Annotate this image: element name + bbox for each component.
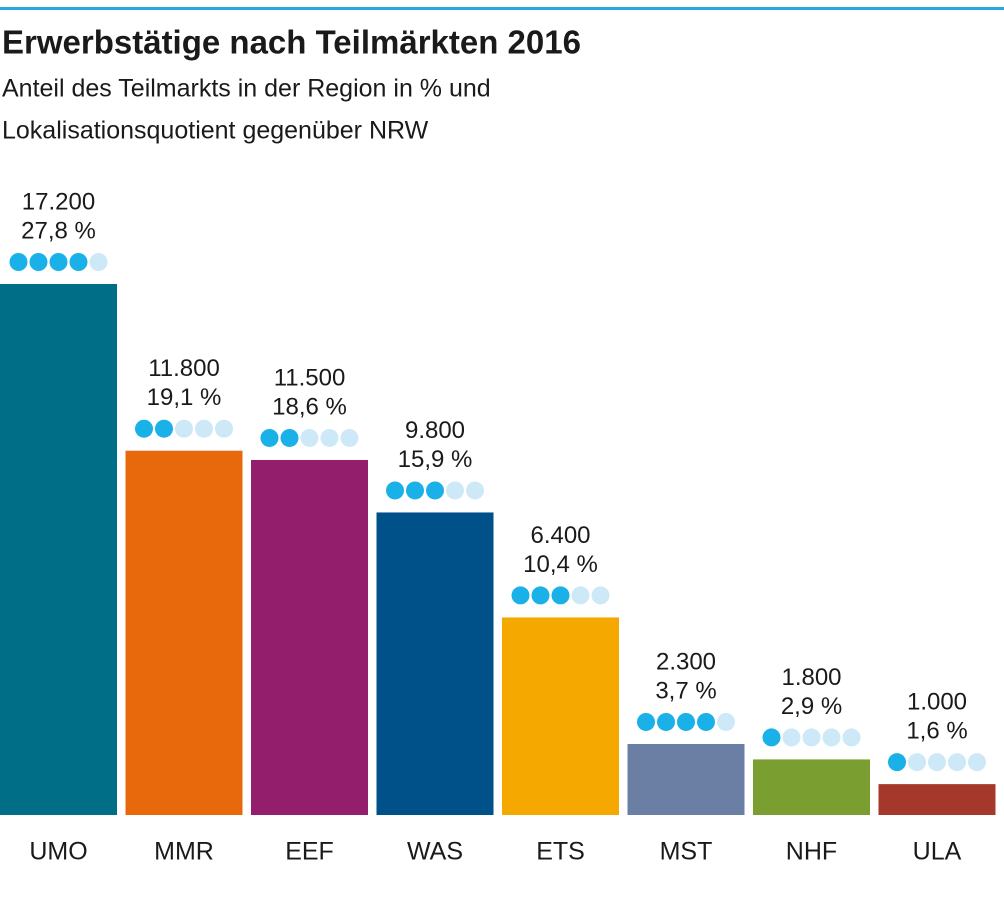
dot	[511, 586, 530, 605]
value-label: 11.800	[148, 355, 220, 382]
dot	[466, 481, 484, 500]
quotient-dots	[135, 419, 233, 438]
chart-title: Erwerbstätige nach Teilmärkten 2016	[2, 24, 581, 61]
dot	[386, 481, 404, 500]
x-tick-label: MMR	[154, 838, 214, 866]
share-label: 27,8 %	[21, 217, 96, 244]
bar	[878, 784, 996, 815]
bar	[376, 512, 494, 815]
dot	[195, 419, 213, 438]
bar	[0, 284, 117, 815]
dot	[657, 712, 675, 731]
dot	[782, 728, 801, 747]
dot	[842, 728, 861, 747]
dot	[717, 712, 735, 731]
x-tick-label: MST	[660, 838, 713, 866]
dot	[697, 712, 715, 731]
dot	[908, 753, 926, 772]
dot	[802, 728, 821, 747]
quotient-dots	[386, 481, 484, 500]
dot	[155, 419, 173, 438]
share-label: 18,6 %	[272, 393, 347, 420]
dot	[571, 586, 590, 605]
value-label: 9.800	[405, 417, 465, 444]
dot	[591, 586, 610, 605]
dot	[260, 428, 279, 447]
bar	[627, 743, 745, 815]
dot	[406, 481, 424, 500]
dot	[135, 419, 153, 438]
share-label: 10,4 %	[523, 551, 598, 578]
dot	[928, 753, 946, 772]
quotient-dots	[9, 253, 108, 271]
value-label: 2.300	[656, 648, 716, 675]
share-label: 3,7 %	[655, 677, 716, 704]
dot	[340, 428, 359, 447]
dot	[9, 253, 28, 271]
value-label: 6.400	[530, 522, 590, 549]
dot	[426, 481, 444, 500]
dot	[888, 753, 906, 772]
quotient-dots	[637, 712, 735, 731]
x-tick-label: WAS	[407, 838, 463, 866]
dot	[948, 753, 966, 772]
share-label: 2,9 %	[781, 693, 842, 720]
bar	[125, 450, 243, 815]
quotient-dots	[888, 753, 986, 772]
value-label: 1.800	[781, 664, 841, 691]
dot	[637, 712, 655, 731]
dot	[175, 419, 193, 438]
x-tick-label: ULA	[913, 838, 962, 866]
dot	[531, 586, 550, 605]
dot	[762, 728, 781, 747]
x-tick-label: EEF	[285, 838, 334, 866]
dot	[822, 728, 841, 747]
value-label: 17.200	[22, 188, 95, 215]
share-label: 19,1 %	[147, 384, 222, 411]
chart-subtitle: Lokalisationsquotient gegenüber NRW	[2, 117, 429, 145]
dot	[69, 253, 88, 271]
dot	[215, 419, 233, 438]
bar	[251, 459, 368, 815]
dot	[968, 753, 986, 772]
dot	[29, 253, 48, 271]
share-label: 15,9 %	[398, 446, 473, 473]
value-label: 11.500	[274, 364, 346, 391]
dot	[446, 481, 464, 500]
quotient-dots	[511, 586, 610, 605]
dot	[49, 253, 68, 271]
bar	[753, 759, 870, 815]
share-label: 1,6 %	[906, 717, 967, 744]
dot	[320, 428, 339, 447]
quotient-dots	[762, 728, 861, 747]
dot	[280, 428, 299, 447]
dot	[300, 428, 319, 447]
dot	[89, 253, 108, 271]
value-label: 1.000	[907, 688, 967, 715]
x-tick-label: ETS	[536, 838, 585, 866]
quotient-dots	[260, 428, 359, 447]
chart-subtitle: Anteil des Teilmarkts in der Region in %…	[2, 75, 491, 103]
bar	[502, 617, 619, 815]
dot	[677, 712, 695, 731]
dot	[551, 586, 570, 605]
x-tick-label: NHF	[786, 838, 837, 866]
top-rule	[0, 7, 1004, 10]
x-tick-label: UMO	[29, 838, 87, 866]
